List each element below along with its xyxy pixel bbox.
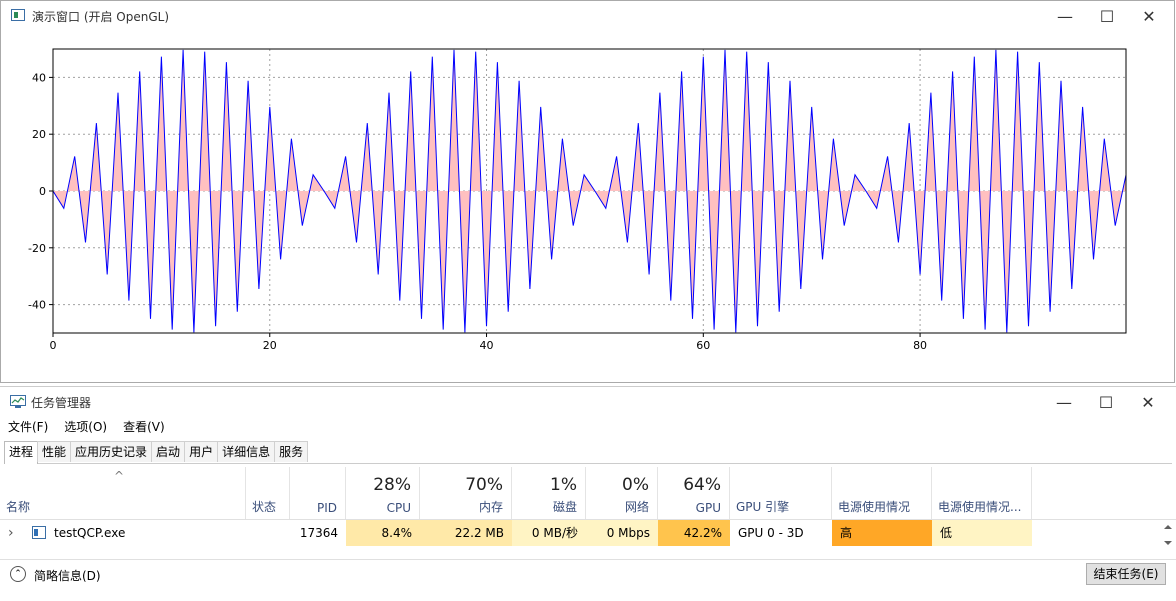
tab-startup[interactable]: 启动 [151, 441, 186, 462]
task-manager-title: 任务管理器 [31, 396, 92, 410]
brief-info-link[interactable]: 简略信息(D) [34, 569, 101, 583]
expand-chevron-icon[interactable]: › [8, 525, 14, 541]
process-status [246, 520, 290, 546]
process-memory: 22.2 MB [420, 520, 512, 546]
plot-window-titlebar[interactable]: 演示窗口 (开启 OpenGL) — ☐ ✕ [1, 1, 1174, 31]
x-tick-label: 60 [696, 339, 710, 352]
header-power[interactable]: 电源使用情况 [832, 467, 932, 519]
tab-processes[interactable]: 进程 [4, 441, 39, 464]
series-line [53, 49, 1126, 333]
process-gpu-engine: GPU 0 - 3D [738, 526, 804, 540]
task-manager-icon [10, 395, 26, 408]
header-disk[interactable]: 1% 磁盘 [512, 467, 586, 519]
tm-minimize-button[interactable]: — [1056, 392, 1072, 412]
x-tick-label: 80 [913, 339, 927, 352]
header-pid[interactable]: PID [290, 467, 346, 519]
process-gpu: 42.2% [658, 520, 730, 546]
plot-window: 演示窗口 (开启 OpenGL) — ☐ ✕ 0 20 40 60 80 40 20 0 -20… [0, 0, 1175, 383]
tm-close-button[interactable]: ✕ [1141, 392, 1155, 412]
y-tick-label: -20 [28, 242, 46, 255]
header-cpu[interactable]: 28% CPU [346, 467, 420, 519]
process-pid: 17364 [299, 526, 338, 540]
task-manager-window: 任务管理器 — ☐ ✕ 文件(F) 选项(O) 查看(V) 进程 性能 应用历史… [0, 386, 1176, 601]
process-cpu: 8.4% [346, 520, 420, 546]
x-tick-label: 0 [50, 339, 57, 352]
x-tick-label: 20 [263, 339, 277, 352]
y-tick-label: 20 [32, 128, 46, 141]
x-tick-label: 40 [480, 339, 494, 352]
minimize-button[interactable]: — [1057, 6, 1073, 26]
close-button[interactable]: ✕ [1142, 6, 1156, 26]
header-power-trend[interactable]: 电源使用情况... [932, 467, 1032, 519]
process-power: 高 [832, 520, 932, 546]
plot-window-title: 演示窗口 (开启 OpenGL) [32, 10, 170, 24]
process-power-trend: 低 [932, 520, 1032, 546]
header-name[interactable]: ^ 名称 [0, 467, 246, 519]
collapse-up-icon[interactable]: ⌃ [10, 566, 26, 582]
menu-view[interactable]: 查看(V) [123, 420, 165, 434]
header-gpu-engine[interactable]: GPU 引擎 [730, 467, 832, 519]
end-task-button[interactable]: 结束任务(E) [1086, 563, 1166, 585]
tab-details[interactable]: 详细信息 [217, 441, 276, 462]
y-tick-label: -40 [28, 299, 46, 312]
sort-arrow-icon: ^ [114, 469, 125, 483]
menu-file[interactable]: 文件(F) [8, 420, 49, 434]
tm-maximize-button[interactable]: ☐ [1098, 392, 1114, 412]
header-gpu[interactable]: 64% GPU [658, 467, 730, 519]
y-tick-label: 40 [32, 71, 46, 84]
tab-app-history[interactable]: 应用历史记录 [70, 441, 153, 462]
footer-bar: ⌃ 简略信息(D) 结束任务(E) [0, 559, 1176, 600]
process-app-icon [32, 526, 46, 539]
header-memory[interactable]: 70% 内存 [420, 467, 512, 519]
process-row[interactable]: › testQCP.exe 17364 8.4% 22.2 MB 0 MB/秒 … [0, 520, 1160, 546]
vertical-scrollbar[interactable] [1160, 521, 1176, 549]
app-window-icon [11, 9, 25, 21]
menu-bar: 文件(F) 选项(O) 查看(V) [0, 418, 173, 436]
plot-frame-border [52, 48, 1127, 334]
tab-services[interactable]: 服务 [274, 441, 309, 462]
maximize-button[interactable]: ☐ [1099, 6, 1115, 26]
tab-users[interactable]: 用户 [184, 441, 219, 462]
column-headers: ^ 名称 状态 PID 28% CPU 70% 内存 1% 磁盘 0% 网络 6… [0, 467, 1176, 520]
header-network[interactable]: 0% 网络 [586, 467, 658, 519]
process-disk: 0 MB/秒 [512, 520, 586, 546]
tab-bar: 进程 性能 应用历史记录 启动 用户 详细信息 服务 [4, 441, 1172, 464]
process-network: 0 Mbps [586, 520, 658, 546]
y-tick-label: 0 [39, 185, 46, 198]
tab-performance[interactable]: 性能 [37, 441, 72, 462]
menu-options[interactable]: 选项(O) [64, 420, 108, 434]
wave-chart: 0 20 40 60 80 40 20 0 -20 -40 [28, 48, 1127, 352]
header-status[interactable]: 状态 [246, 467, 290, 519]
process-name: testQCP.exe [54, 526, 126, 540]
